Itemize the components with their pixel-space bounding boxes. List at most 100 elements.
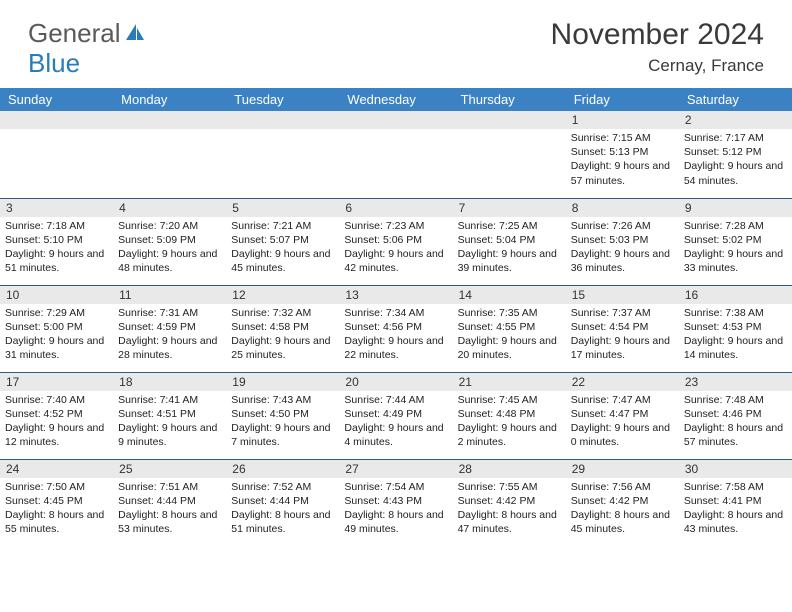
daylight-line: Daylight: 8 hours and 55 minutes.: [5, 508, 108, 536]
day-details: Sunrise: 7:55 AMSunset: 4:42 PMDaylight:…: [453, 478, 566, 541]
sunset-line: Sunset: 5:12 PM: [684, 145, 787, 159]
sunrise-line: Sunrise: 7:45 AM: [458, 393, 561, 407]
calendar-day-cell: 26Sunrise: 7:52 AMSunset: 4:44 PMDayligh…: [226, 459, 339, 546]
daylight-line: Daylight: 9 hours and 2 minutes.: [458, 421, 561, 449]
day-number: 24: [0, 460, 113, 478]
calendar-day-cell: 3Sunrise: 7:18 AMSunset: 5:10 PMDaylight…: [0, 198, 113, 285]
sunrise-line: Sunrise: 7:37 AM: [571, 306, 674, 320]
daylight-line: Daylight: 8 hours and 49 minutes.: [344, 508, 447, 536]
sunset-line: Sunset: 4:56 PM: [344, 320, 447, 334]
calendar-day-cell: 19Sunrise: 7:43 AMSunset: 4:50 PMDayligh…: [226, 372, 339, 459]
sunset-line: Sunset: 5:03 PM: [571, 233, 674, 247]
daylight-line: Daylight: 9 hours and 51 minutes.: [5, 247, 108, 275]
daylight-line: Daylight: 9 hours and 17 minutes.: [571, 334, 674, 362]
calendar-day-cell: [226, 111, 339, 198]
day-details: Sunrise: 7:50 AMSunset: 4:45 PMDaylight:…: [0, 478, 113, 541]
day-number-empty: [453, 111, 566, 129]
sunrise-line: Sunrise: 7:21 AM: [231, 219, 334, 233]
weekday-row: SundayMondayTuesdayWednesdayThursdayFrid…: [0, 88, 792, 111]
sunset-line: Sunset: 4:49 PM: [344, 407, 447, 421]
logo-text-blue: Blue: [28, 48, 80, 79]
day-number: 22: [566, 373, 679, 391]
sunrise-line: Sunrise: 7:26 AM: [571, 219, 674, 233]
day-number: 29: [566, 460, 679, 478]
day-details: Sunrise: 7:38 AMSunset: 4:53 PMDaylight:…: [679, 304, 792, 367]
daylight-line: Daylight: 8 hours and 57 minutes.: [684, 421, 787, 449]
daylight-line: Daylight: 9 hours and 20 minutes.: [458, 334, 561, 362]
day-number-empty: [113, 111, 226, 129]
sunrise-line: Sunrise: 7:48 AM: [684, 393, 787, 407]
sunrise-line: Sunrise: 7:15 AM: [571, 131, 674, 145]
sunrise-line: Sunrise: 7:31 AM: [118, 306, 221, 320]
location: Cernay, France: [551, 56, 764, 76]
day-details: Sunrise: 7:43 AMSunset: 4:50 PMDaylight:…: [226, 391, 339, 454]
sunrise-line: Sunrise: 7:29 AM: [5, 306, 108, 320]
daylight-line: Daylight: 9 hours and 42 minutes.: [344, 247, 447, 275]
day-number: 6: [339, 199, 452, 217]
day-number: 1: [566, 111, 679, 129]
sunrise-line: Sunrise: 7:54 AM: [344, 480, 447, 494]
sunrise-line: Sunrise: 7:38 AM: [684, 306, 787, 320]
calendar-body: 1Sunrise: 7:15 AMSunset: 5:13 PMDaylight…: [0, 111, 792, 546]
weekday-header: Wednesday: [339, 88, 452, 111]
calendar-day-cell: 22Sunrise: 7:47 AMSunset: 4:47 PMDayligh…: [566, 372, 679, 459]
day-number: 20: [339, 373, 452, 391]
calendar-day-cell: 18Sunrise: 7:41 AMSunset: 4:51 PMDayligh…: [113, 372, 226, 459]
sunset-line: Sunset: 5:00 PM: [5, 320, 108, 334]
calendar-head: SundayMondayTuesdayWednesdayThursdayFrid…: [0, 88, 792, 111]
sunset-line: Sunset: 4:48 PM: [458, 407, 561, 421]
daylight-line: Daylight: 9 hours and 48 minutes.: [118, 247, 221, 275]
sunset-line: Sunset: 4:47 PM: [571, 407, 674, 421]
logo: General: [28, 18, 146, 49]
sunrise-line: Sunrise: 7:52 AM: [231, 480, 334, 494]
sunset-line: Sunset: 5:10 PM: [5, 233, 108, 247]
calendar-day-cell: 14Sunrise: 7:35 AMSunset: 4:55 PMDayligh…: [453, 285, 566, 372]
calendar-day-cell: 8Sunrise: 7:26 AMSunset: 5:03 PMDaylight…: [566, 198, 679, 285]
day-number: 2: [679, 111, 792, 129]
day-details: Sunrise: 7:58 AMSunset: 4:41 PMDaylight:…: [679, 478, 792, 541]
day-details: Sunrise: 7:44 AMSunset: 4:49 PMDaylight:…: [339, 391, 452, 454]
day-details: Sunrise: 7:41 AMSunset: 4:51 PMDaylight:…: [113, 391, 226, 454]
day-number: 18: [113, 373, 226, 391]
weekday-header: Saturday: [679, 88, 792, 111]
calendar-day-cell: 13Sunrise: 7:34 AMSunset: 4:56 PMDayligh…: [339, 285, 452, 372]
header: General November 2024 Cernay, France: [0, 0, 792, 84]
calendar-day-cell: 20Sunrise: 7:44 AMSunset: 4:49 PMDayligh…: [339, 372, 452, 459]
day-details: Sunrise: 7:29 AMSunset: 5:00 PMDaylight:…: [0, 304, 113, 367]
calendar-day-cell: 5Sunrise: 7:21 AMSunset: 5:07 PMDaylight…: [226, 198, 339, 285]
day-number: 21: [453, 373, 566, 391]
sunset-line: Sunset: 4:53 PM: [684, 320, 787, 334]
weekday-header: Friday: [566, 88, 679, 111]
daylight-line: Daylight: 9 hours and 22 minutes.: [344, 334, 447, 362]
day-number-empty: [0, 111, 113, 129]
title-block: November 2024 Cernay, France: [551, 18, 764, 76]
day-details: Sunrise: 7:35 AMSunset: 4:55 PMDaylight:…: [453, 304, 566, 367]
day-number: 27: [339, 460, 452, 478]
sunset-line: Sunset: 4:54 PM: [571, 320, 674, 334]
sunset-line: Sunset: 4:42 PM: [458, 494, 561, 508]
daylight-line: Daylight: 9 hours and 31 minutes.: [5, 334, 108, 362]
calendar-day-cell: 11Sunrise: 7:31 AMSunset: 4:59 PMDayligh…: [113, 285, 226, 372]
sunrise-line: Sunrise: 7:50 AM: [5, 480, 108, 494]
daylight-line: Daylight: 9 hours and 25 minutes.: [231, 334, 334, 362]
calendar-day-cell: [453, 111, 566, 198]
daylight-line: Daylight: 9 hours and 28 minutes.: [118, 334, 221, 362]
sunset-line: Sunset: 4:51 PM: [118, 407, 221, 421]
day-details: Sunrise: 7:23 AMSunset: 5:06 PMDaylight:…: [339, 217, 452, 280]
weekday-header: Tuesday: [226, 88, 339, 111]
day-number: 12: [226, 286, 339, 304]
daylight-line: Daylight: 8 hours and 45 minutes.: [571, 508, 674, 536]
day-number: 23: [679, 373, 792, 391]
day-number: 30: [679, 460, 792, 478]
day-number: 17: [0, 373, 113, 391]
day-number: 13: [339, 286, 452, 304]
sunrise-line: Sunrise: 7:20 AM: [118, 219, 221, 233]
calendar-day-cell: 6Sunrise: 7:23 AMSunset: 5:06 PMDaylight…: [339, 198, 452, 285]
sunset-line: Sunset: 5:07 PM: [231, 233, 334, 247]
sunset-line: Sunset: 5:02 PM: [684, 233, 787, 247]
sunset-line: Sunset: 4:44 PM: [231, 494, 334, 508]
calendar-day-cell: 25Sunrise: 7:51 AMSunset: 4:44 PMDayligh…: [113, 459, 226, 546]
daylight-line: Daylight: 9 hours and 39 minutes.: [458, 247, 561, 275]
calendar-day-cell: 7Sunrise: 7:25 AMSunset: 5:04 PMDaylight…: [453, 198, 566, 285]
calendar-day-cell: 2Sunrise: 7:17 AMSunset: 5:12 PMDaylight…: [679, 111, 792, 198]
